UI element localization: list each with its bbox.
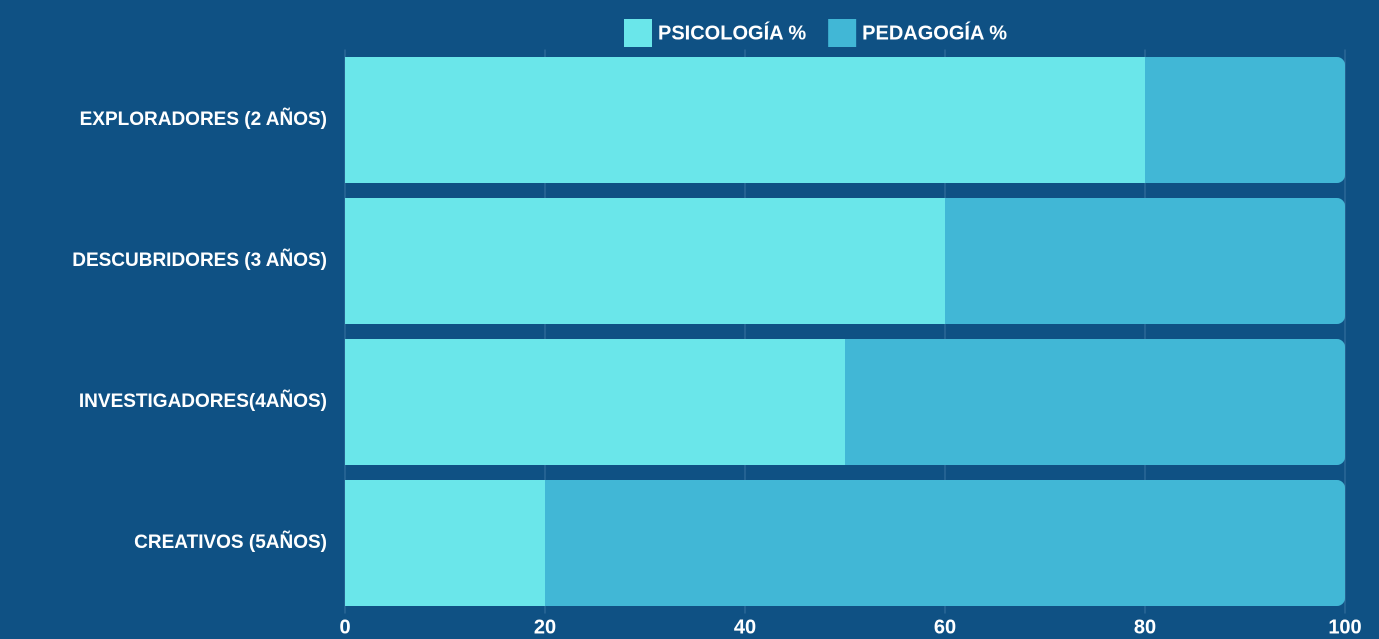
x-tick-label: 20 [534, 616, 556, 638]
y-tick-label: INVESTIGADORES(4AÑOS) [79, 390, 327, 412]
legend-label: PEDAGOGÍA % [862, 21, 1007, 44]
bar-segment [545, 480, 1345, 606]
legend-swatch [624, 19, 652, 47]
x-tick-label: 80 [1134, 616, 1156, 638]
bar-segment [345, 198, 945, 324]
y-tick-label: DESCUBRIDORES (3 AÑOS) [72, 249, 327, 271]
x-tick-label: 60 [934, 616, 956, 638]
bar-segment [345, 339, 845, 465]
x-tick-label: 100 [1328, 616, 1361, 638]
legend-swatch [828, 19, 857, 47]
bar-segment [345, 57, 1145, 183]
x-tick-label: 40 [734, 616, 756, 638]
y-tick-label: EXPLORADORES (2 AÑOS) [80, 108, 327, 130]
x-tick-label: 0 [339, 616, 350, 638]
bar-segment [845, 339, 1345, 465]
bar-segment [345, 480, 545, 606]
legend-label: PSICOLOGÍA % [658, 21, 806, 44]
bar-segment [1145, 57, 1345, 183]
y-tick-label: CREATIVOS (5AÑOS) [134, 531, 327, 553]
bar-segment [945, 198, 1345, 324]
